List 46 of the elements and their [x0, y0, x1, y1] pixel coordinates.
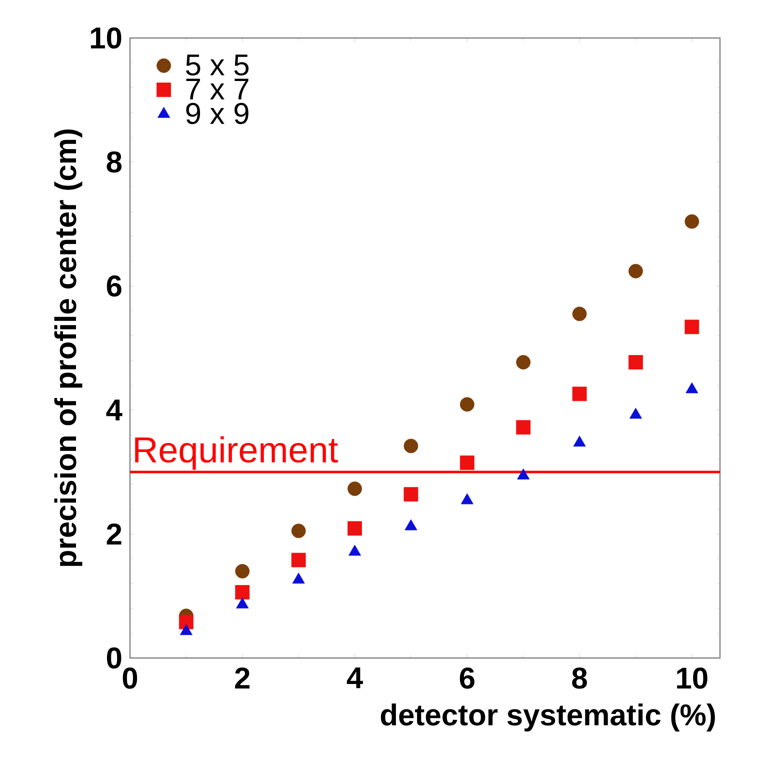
- point: [180, 624, 192, 636]
- point: [178, 614, 194, 630]
- y-tick-label: 2: [106, 524, 122, 544]
- y-tick-label: 0: [106, 647, 122, 669]
- point: [292, 572, 305, 584]
- x-tick-label: 6: [460, 668, 474, 689]
- point: [572, 306, 587, 322]
- legend-label: 7 x 7: [186, 78, 248, 100]
- point: [348, 482, 362, 496]
- point: [236, 597, 249, 608]
- point: [629, 408, 642, 419]
- point: [628, 355, 643, 370]
- point: [572, 386, 587, 402]
- point: [460, 493, 474, 504]
- point: [404, 438, 418, 454]
- point: [348, 521, 362, 536]
- point: [404, 519, 418, 530]
- legend-label: 5 x 5: [186, 54, 249, 76]
- point: [628, 264, 643, 278]
- x-axis-title: detector systematic (%): [380, 704, 715, 732]
- x-tick-label: 2: [235, 668, 250, 688]
- point: [235, 585, 250, 600]
- y-axis-title: precision of profile center (cm): [54, 129, 82, 566]
- point: [460, 456, 474, 470]
- point: [404, 487, 418, 502]
- y-tick-label: 10: [90, 27, 122, 49]
- point: [517, 468, 530, 480]
- x-tick-label: 0: [122, 668, 138, 689]
- legend-label: 9 x 9: [186, 102, 248, 124]
- point: [573, 436, 586, 447]
- x-tick-label: 4: [346, 668, 363, 688]
- point: [235, 564, 250, 578]
- ref-line-label: Requirement: [135, 436, 338, 470]
- point: [460, 397, 474, 412]
- point: [684, 320, 700, 334]
- y-tick-label: 8: [106, 151, 122, 173]
- x-tick-label: 10: [677, 668, 708, 689]
- point: [291, 552, 306, 568]
- point: [291, 524, 306, 538]
- y-tick-label: 6: [106, 275, 122, 297]
- y-tick-label: 4: [106, 400, 122, 420]
- point: [516, 420, 531, 435]
- point: [516, 355, 531, 370]
- point: [684, 214, 700, 229]
- x-tick-label: 8: [572, 668, 587, 689]
- point: [348, 544, 362, 556]
